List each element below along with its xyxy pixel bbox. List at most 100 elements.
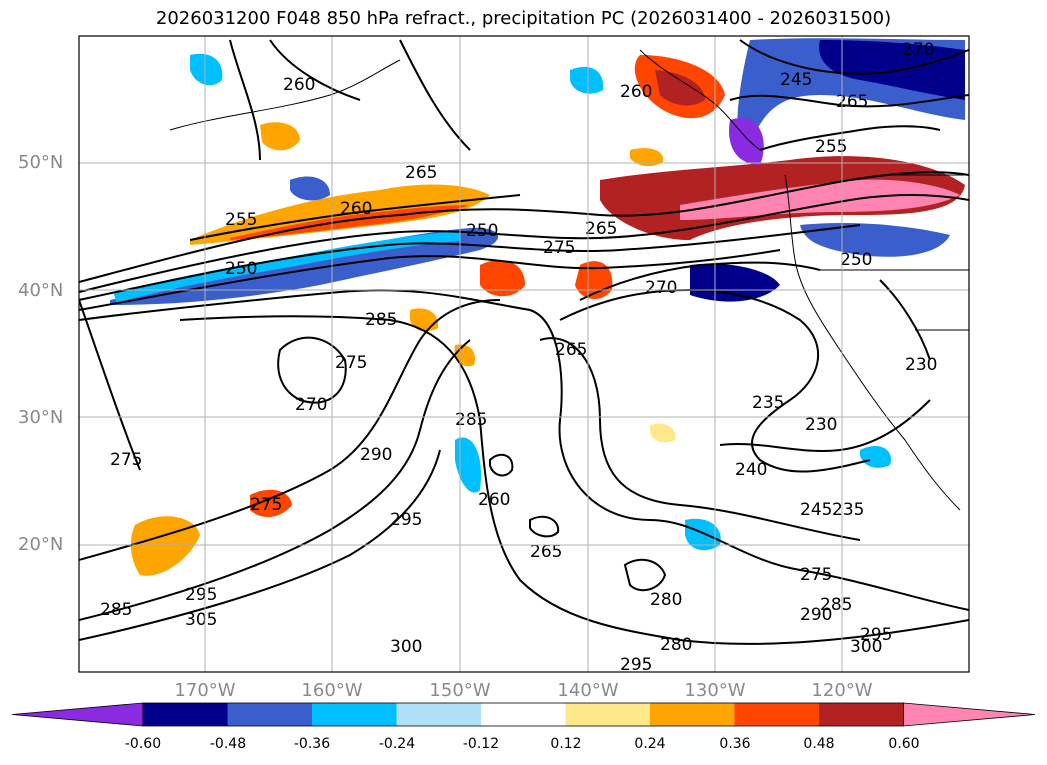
contour-label: 230 (905, 355, 937, 375)
lon-label-130w: 130°W (684, 680, 746, 701)
map-title: 2026031200 F048 850 hPa refract., precip… (155, 8, 892, 29)
contour-label: 265 (585, 219, 617, 239)
contour-label: 290 (800, 605, 832, 625)
colorbar-tick: 0.60 (888, 736, 920, 752)
shade-blue-blob-1 (290, 176, 330, 201)
refractivity-contours (79, 39, 969, 645)
shade-alaska-core (655, 70, 705, 106)
contour-label: 305 (185, 610, 217, 630)
lon-label-120w: 120°W (811, 680, 873, 701)
contour-label: 250 (466, 221, 498, 241)
colorbar-tick: 0.24 (634, 736, 666, 752)
contour-label: 270 (295, 395, 327, 415)
contour-label: 295 (860, 625, 892, 645)
colorbar-tick: -0.48 (209, 736, 247, 752)
colorbar-segment (819, 703, 904, 726)
contour-label: 295 (185, 585, 217, 605)
contour-label: 270 (645, 278, 677, 298)
lon-label-140w: 140°W (557, 680, 619, 701)
shade-blue-blob-3 (190, 53, 223, 86)
shade-orange-blob-5 (250, 489, 292, 517)
contour-label: 300 (850, 637, 882, 657)
shade-blue-blob-4 (455, 437, 481, 493)
colorbar-segment (481, 703, 566, 726)
colorbar-tick: 0.36 (719, 736, 751, 752)
shade-orange-blob-7 (454, 344, 476, 367)
contour-label: 260 (283, 75, 315, 95)
shade-orange-blob-3 (260, 122, 300, 151)
contour-label: 240 (735, 460, 767, 480)
lat-label-20n: 20°N (18, 534, 64, 555)
colorbar-segment (312, 703, 397, 726)
contour-label: 280 (660, 635, 692, 655)
colorbar-segment (143, 703, 228, 726)
colorbar-tick: -0.12 (462, 736, 500, 752)
shade-orange-blob-8 (630, 148, 664, 167)
colorbar-segment (650, 703, 735, 726)
contour-label: 285 (455, 410, 487, 430)
shade-yellow-blob (650, 423, 676, 443)
lat-label-50n: 50°N (18, 152, 64, 173)
lat-label-40n: 40°N (18, 280, 64, 301)
coastlines (169, 49, 969, 511)
contour-label: 285 (820, 595, 852, 615)
contour-label: 250 (840, 250, 872, 270)
contour-label: 245 (780, 70, 812, 90)
contour-label: 260 (478, 490, 510, 510)
colorbar-extension-low (11, 702, 144, 727)
contour-label: 265 (530, 542, 562, 562)
shade-orange-blob-6 (410, 308, 439, 332)
contour-label: 275 (543, 238, 575, 258)
contour-label: 295 (620, 655, 652, 675)
contour-label: 260 (620, 82, 652, 102)
colorbar-segment (734, 703, 819, 726)
colorbar-tick: -0.60 (124, 736, 162, 752)
contour-label: 260 (340, 199, 372, 219)
precip-shading (110, 38, 965, 576)
contour-labels: 260 260 265 265 255 250 255 270 255 260 … (40, 40, 937, 675)
contour-label: 265 (555, 340, 587, 360)
lon-label-170w: 170°W (174, 680, 236, 701)
contour-label: 270 (902, 40, 934, 60)
colorbar-extension-high (903, 702, 1036, 727)
contour-label: 275 (335, 353, 367, 373)
colorbar-tick: -0.24 (378, 736, 416, 752)
shade-purple (729, 118, 764, 165)
contour-label: 300 (390, 637, 422, 657)
shade-blue-blob-2 (570, 66, 604, 94)
contour-label: 265 (836, 92, 868, 112)
contour-label: 285 (365, 310, 397, 330)
contour-label: 255 (225, 210, 257, 230)
shade-ca-blue (800, 223, 950, 257)
colorbar-tick: 0.12 (550, 736, 582, 752)
shade-negative-band-edge (113, 231, 461, 303)
contour-label: 275 (110, 450, 142, 470)
contour-label: 235 (752, 393, 784, 413)
colorbar-frame (142, 702, 904, 727)
colorbar-tick: 0.48 (803, 736, 835, 752)
shade-blue-blob-6 (860, 445, 891, 468)
gridlines (79, 36, 969, 672)
colorbar-segment (565, 703, 650, 726)
shade-blue-blob-5 (685, 518, 721, 551)
contour-label: 235 (832, 500, 864, 520)
lon-label-150w: 150°W (429, 680, 491, 701)
shade-orange-blob-4 (130, 516, 200, 576)
colorbar-segment (396, 703, 481, 726)
contour-label: 275 (250, 495, 282, 515)
contour-label: 295 (390, 510, 422, 530)
contour-label: 280 (650, 590, 682, 610)
shade-mid-blue (690, 263, 780, 302)
contour-label: 245 (800, 500, 832, 520)
map-panel: 260 260 265 265 255 250 255 270 255 260 … (40, 36, 969, 675)
contour-label: 250 (225, 259, 257, 279)
shade-gulf-dark (819, 40, 965, 100)
contour-label: 265 (405, 163, 437, 183)
map-frame (78, 35, 970, 673)
shade-orange-blob-1 (480, 260, 525, 297)
contour-label: 255 (40, 260, 72, 280)
contour-label: 290 (360, 445, 392, 465)
lon-label-160w: 160°W (301, 680, 363, 701)
colorbar-segment (227, 703, 312, 726)
